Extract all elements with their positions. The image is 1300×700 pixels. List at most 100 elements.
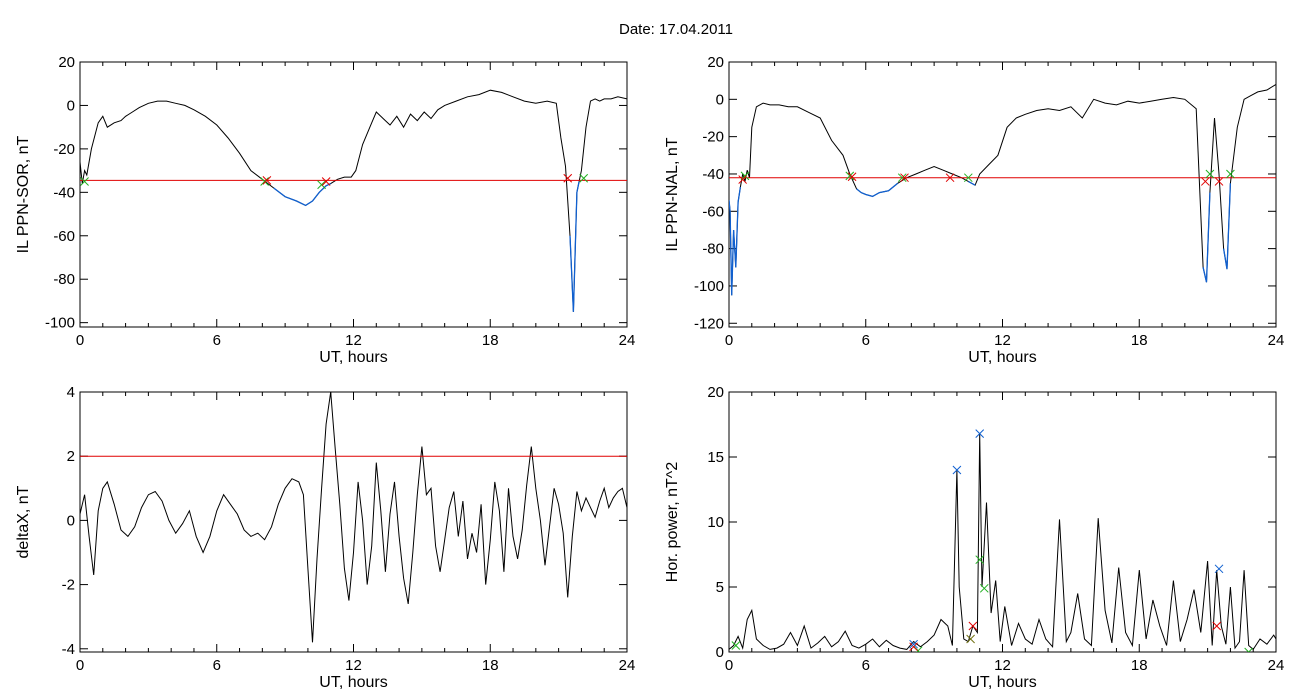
- series-line: [80, 89, 627, 312]
- below-threshold-line: [273, 183, 331, 207]
- marker-olive-stroke: [966, 634, 975, 644]
- y-tick-label: 15: [707, 449, 724, 466]
- figure-title: Date: 17.04.2011: [619, 21, 733, 38]
- marker-red: [945, 173, 955, 183]
- marker-green: [317, 180, 326, 190]
- marker-red-stroke: [738, 175, 748, 184]
- marker-green-stroke: [845, 171, 855, 181]
- marker-green: [579, 173, 589, 183]
- marker-red-stroke: [968, 621, 978, 631]
- y-tick-label: 20: [58, 54, 75, 71]
- marker-olive: [966, 634, 975, 644]
- marker-red-stroke: [1200, 177, 1210, 186]
- y-axis-label: IL PPN-SOR, nT: [15, 135, 32, 253]
- marker-red: [909, 642, 918, 652]
- x-tick-label: 18: [1131, 657, 1148, 674]
- marker-green: [1244, 647, 1254, 652]
- y-tick-label: 2: [67, 448, 75, 465]
- x-tick-label: 12: [994, 657, 1011, 674]
- marker-blue: [952, 465, 962, 475]
- marker-blue-stroke: [909, 639, 918, 649]
- x-axis-label: UT, hours: [319, 674, 387, 691]
- plot-area: [729, 429, 1276, 652]
- marker-green-stroke: [1244, 647, 1250, 652]
- y-axis-label: Hor. power, nT^2: [664, 462, 681, 583]
- below-threshold-line: [569, 181, 580, 312]
- x-tick-label: 0: [725, 332, 733, 349]
- marker-green: [1226, 169, 1235, 179]
- marker-green-stroke: [579, 173, 589, 183]
- y-axis-label: deltaX, nT: [15, 485, 32, 558]
- marker-green: [1205, 169, 1215, 179]
- marker-green-stroke: [317, 180, 326, 190]
- plot-frame: [79, 391, 628, 653]
- marker-red: [563, 173, 573, 183]
- marker-red: [1214, 177, 1224, 186]
- marker-red-stroke: [847, 172, 857, 182]
- y-tick-label: 10: [707, 514, 724, 531]
- x-tick-label: 6: [862, 332, 870, 349]
- below-threshold-line: [729, 186, 742, 296]
- x-tick-label: 0: [725, 657, 733, 674]
- marker-red-stroke: [1212, 621, 1222, 631]
- y-tick-label: 0: [716, 644, 724, 661]
- x-tick-label: 12: [994, 332, 1011, 349]
- marker-red: [262, 176, 272, 185]
- y-tick-label: -80: [53, 271, 75, 288]
- y-tick-label: -4: [62, 641, 75, 658]
- y-tick-label: -20: [702, 129, 724, 146]
- y-tick-label: 5: [716, 579, 724, 596]
- y-tick-label: 0: [67, 97, 75, 114]
- y-tick-label: 20: [707, 384, 724, 401]
- marker-green-stroke: [975, 555, 985, 565]
- below-threshold-line: [1222, 183, 1232, 270]
- marker-red: [847, 172, 857, 182]
- x-axis-label: UT, hours: [968, 349, 1036, 366]
- y-tick-label: -120: [694, 315, 724, 332]
- x-axis-label: UT, hours: [319, 349, 387, 366]
- x-tick-label: 6: [213, 332, 221, 349]
- series-line: [729, 83, 1276, 296]
- y-tick-label: 4: [67, 384, 75, 401]
- x-tick-label: 6: [213, 657, 221, 674]
- y-tick-label: 0: [716, 91, 724, 108]
- y-tick-label: 20: [707, 54, 724, 71]
- marker-red: [1200, 177, 1210, 186]
- marker-green-stroke: [979, 583, 989, 593]
- marker-green-stroke: [916, 646, 923, 652]
- marker-blue-stroke: [975, 429, 985, 438]
- marker-red: [1212, 621, 1222, 631]
- marker-green-stroke: [731, 641, 741, 650]
- x-tick-label: 24: [1268, 657, 1285, 674]
- marker-blue: [975, 429, 985, 438]
- marker-green: [731, 641, 741, 650]
- x-axis-label: UT, hours: [968, 674, 1036, 691]
- y-tick-label: -100: [694, 278, 724, 295]
- panel-2: 0 6 12 18 24 -120 -100 -80 -60 -40 -20 0 20 UT, hours…: [664, 54, 1284, 366]
- plot-area: [80, 392, 627, 643]
- y-tick-label: 0: [67, 512, 75, 529]
- panel-4: 0 6 12 18 24 0 5 10 15 20 UT, hours Hor. power, nT^…: [664, 384, 1284, 691]
- marker-green: [975, 555, 985, 565]
- marker-green-stroke: [1205, 169, 1215, 179]
- marker-green: [979, 583, 989, 593]
- series-line: [729, 433, 1276, 651]
- y-axis-label: IL PPN-NAL, nT: [664, 137, 681, 251]
- x-tick-label: 12: [345, 657, 362, 674]
- marker-red-stroke: [909, 642, 918, 652]
- plot-frame: [728, 391, 1277, 653]
- y-tick-label: -60: [53, 228, 75, 245]
- marker-green: [260, 177, 269, 186]
- below-threshold-line: [967, 180, 976, 186]
- below-threshold-line: [1202, 192, 1211, 283]
- marker-green: [80, 177, 89, 186]
- marker-red-stroke: [1214, 177, 1224, 186]
- x-tick-label: 24: [619, 332, 636, 349]
- marker-green-stroke: [897, 173, 907, 183]
- plot-frame: [728, 61, 1277, 328]
- y-tick-label: -2: [62, 577, 75, 594]
- marker-green: [845, 171, 855, 181]
- marker-green-stroke: [260, 177, 269, 186]
